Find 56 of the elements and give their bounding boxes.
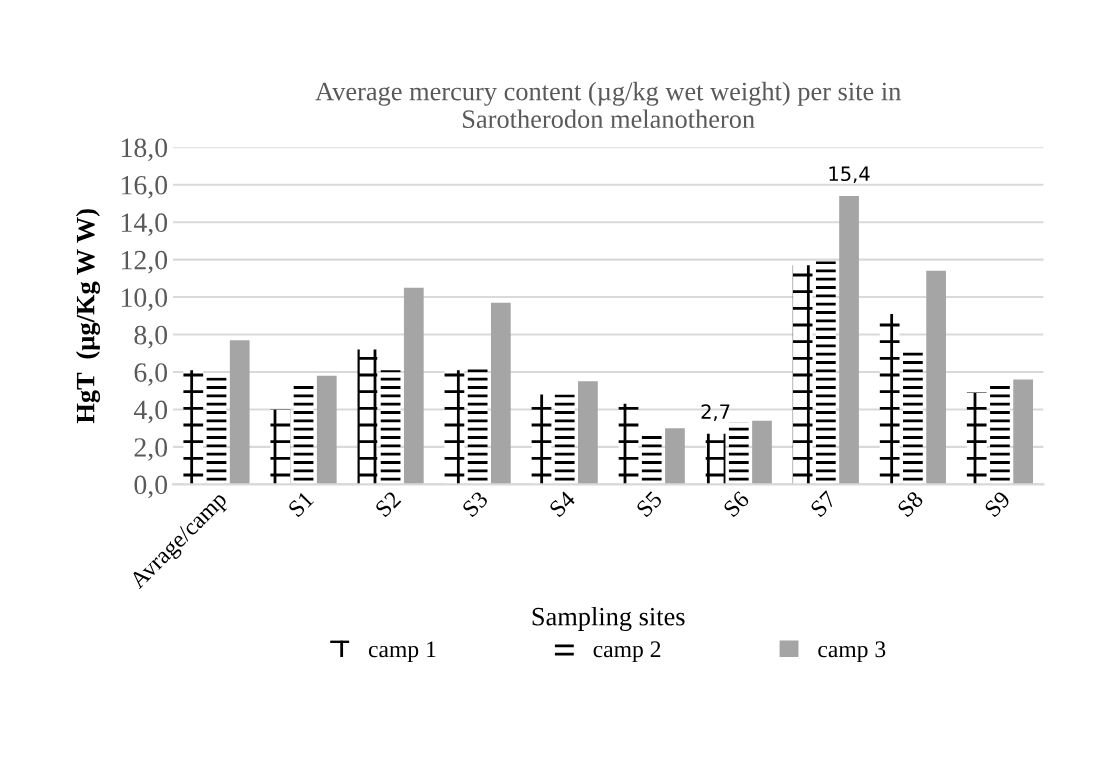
x-tick-label: S9 bbox=[983, 490, 1011, 518]
bar bbox=[926, 270, 946, 485]
bar bbox=[554, 394, 575, 485]
bar bbox=[839, 195, 859, 485]
bar bbox=[792, 265, 813, 485]
bar bbox=[752, 420, 772, 485]
bar bbox=[206, 377, 227, 485]
y-tick-label: 6,0 bbox=[134, 363, 168, 386]
bar bbox=[728, 422, 749, 485]
y-tick-label: 10,0 bbox=[121, 288, 168, 311]
x-tick-label: S2 bbox=[374, 490, 402, 518]
bar bbox=[903, 351, 923, 485]
data-label: 2,7 bbox=[701, 404, 730, 421]
bar bbox=[229, 340, 250, 485]
bar bbox=[270, 409, 291, 485]
legend-label: camp 3 bbox=[818, 641, 886, 663]
x-tick-label: S4 bbox=[548, 490, 577, 518]
bar bbox=[879, 313, 900, 485]
bar bbox=[1013, 379, 1034, 485]
bar bbox=[665, 428, 685, 485]
y-tick-label: 18,0 bbox=[121, 138, 168, 162]
bar bbox=[491, 302, 511, 485]
bar bbox=[705, 433, 726, 485]
bar bbox=[531, 394, 552, 485]
y-tick-label: 12,0 bbox=[121, 250, 168, 274]
y-axis-title: HgT (µg/Kg W W) bbox=[75, 209, 101, 424]
legend-label: camp 2 bbox=[593, 641, 661, 663]
bar bbox=[403, 287, 424, 485]
x-tick-label: S3 bbox=[461, 490, 489, 518]
bar bbox=[815, 261, 836, 485]
bar bbox=[183, 370, 204, 485]
bar bbox=[467, 368, 488, 485]
bar bbox=[641, 435, 662, 485]
y-tick-label: 4,0 bbox=[133, 400, 168, 424]
y-tick-label: 8,0 bbox=[134, 325, 168, 349]
bar bbox=[444, 370, 465, 485]
x-tick-label: S1 bbox=[287, 490, 315, 518]
bar bbox=[966, 392, 987, 485]
chart-title: Average mercury content (µg/kg wet weight) per site in Sarotherodon melanotheron bbox=[315, 81, 901, 129]
data-label: 15,4 bbox=[829, 166, 870, 184]
bar bbox=[578, 381, 598, 485]
bar bbox=[357, 349, 378, 485]
x-axis-title: Sampling sites bbox=[532, 606, 685, 631]
y-tick-label: 16,0 bbox=[121, 175, 168, 199]
bar bbox=[293, 385, 314, 485]
bar bbox=[380, 370, 401, 485]
x-tick-label: S8 bbox=[896, 490, 924, 518]
x-tick-label: S7 bbox=[809, 490, 838, 518]
y-tick-label: 14,0 bbox=[121, 213, 168, 237]
x-tick-label: S5 bbox=[635, 490, 663, 518]
bar bbox=[316, 375, 337, 485]
bar bbox=[990, 385, 1010, 485]
x-tick-label: S6 bbox=[722, 490, 751, 518]
y-tick-label: 2,0 bbox=[134, 438, 168, 461]
bar bbox=[618, 403, 639, 485]
legend-label: camp 1 bbox=[368, 641, 436, 663]
